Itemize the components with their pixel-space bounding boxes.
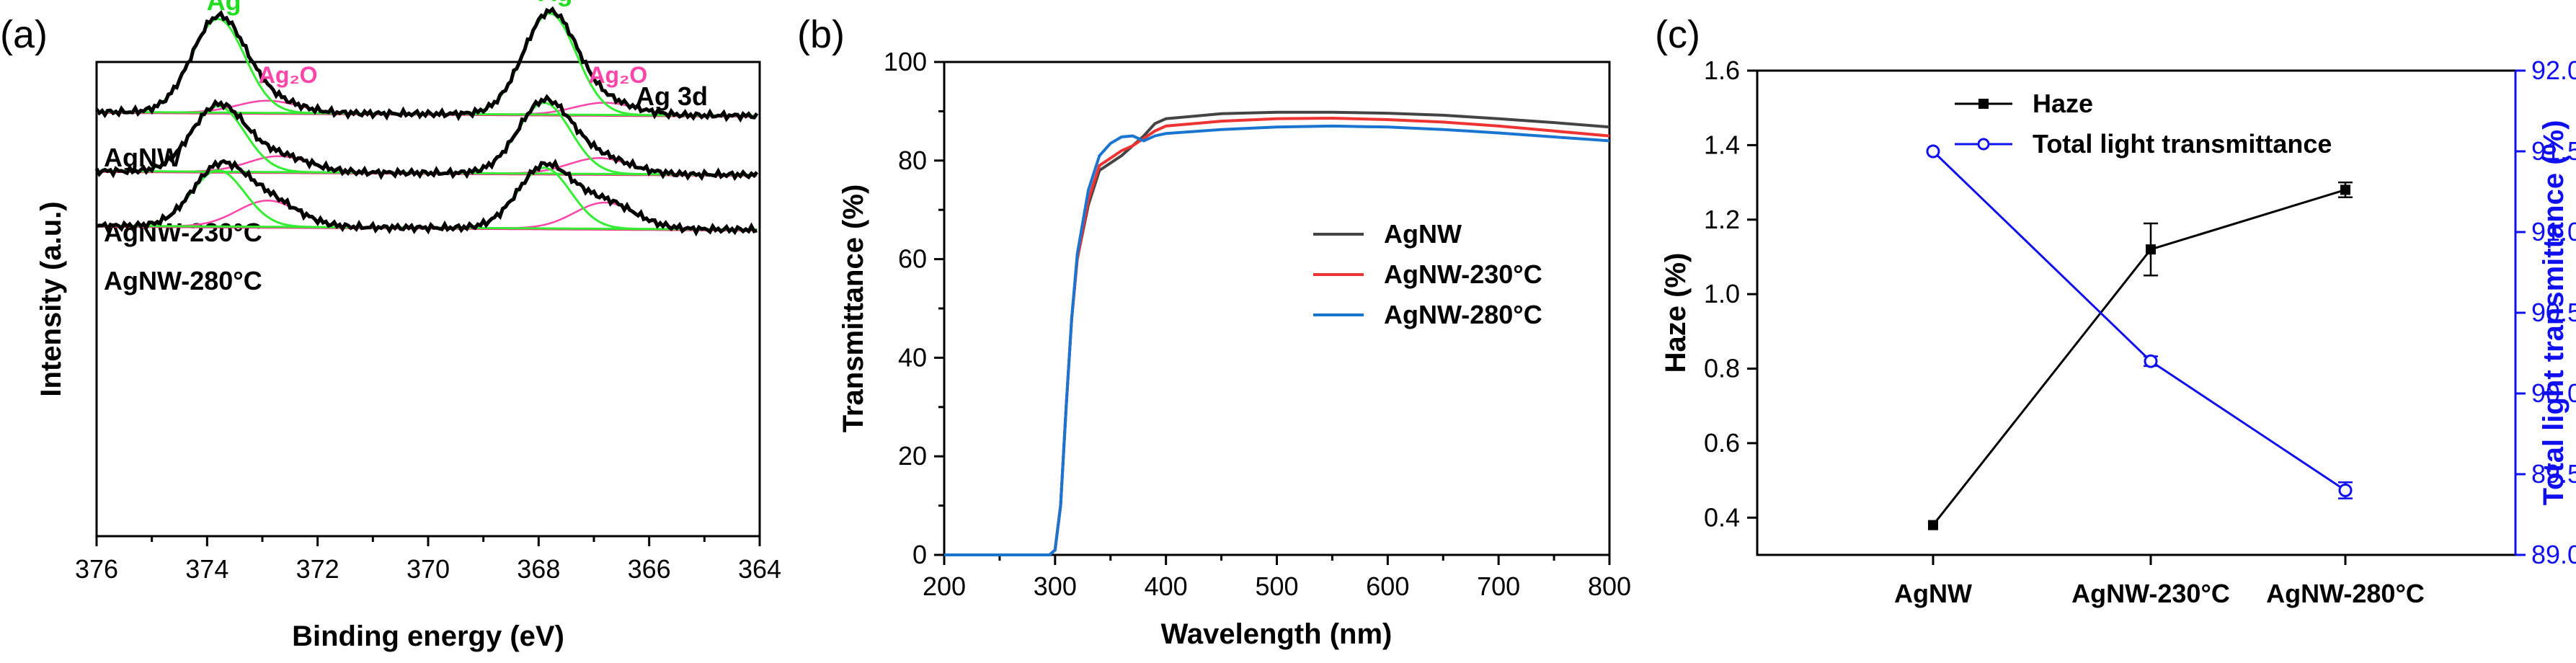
panel-a-plot-frame (97, 62, 760, 536)
y-tick-label: 0.8 (1704, 354, 1740, 383)
panel-b-y-axis-title: Transmittance (%) (838, 184, 869, 433)
data-point (2145, 355, 2157, 367)
x-tick-label: 400 (1145, 571, 1188, 601)
ag-peak-label: Ag (538, 0, 573, 7)
legend-marker (1978, 139, 1989, 149)
data-point (2146, 244, 2156, 254)
panel-a-label: (a) (0, 13, 48, 56)
panel-b-label: (b) (797, 13, 845, 56)
data-point (1927, 146, 1939, 157)
ag2o-peak-label: Ag₂O (259, 62, 318, 88)
y2-tick-label: 92.0 (2531, 55, 2576, 85)
sample-label: AgNW-230°C (104, 218, 262, 247)
panel-b-transmittance-chart: (b) 200 300 400 500 600 700 800 0 20 40 60 80 100 Ag… (797, 13, 1631, 650)
series-line (1933, 190, 2345, 525)
y-tick-label: 1.6 (1704, 55, 1740, 85)
series-line (944, 126, 1609, 555)
panel-c-label: (c) (1655, 13, 1700, 56)
y-tick-label: 60 (898, 244, 927, 274)
panel-c-y2-axis-title: Total light transmittance (%) (2538, 120, 2570, 506)
x-category-label: AgNW (1894, 579, 1972, 608)
y-tick-label: 0.6 (1704, 428, 1740, 458)
y-tick-label: 1.2 (1704, 205, 1740, 234)
data-point (1928, 520, 1938, 530)
x-tick-label: 368 (517, 554, 560, 584)
legend-label: Haze (2033, 89, 2093, 118)
y-tick-label: 40 (898, 342, 927, 372)
series-line (1933, 151, 2345, 490)
panel-a-x-axis-title: Binding energy (eV) (292, 620, 564, 652)
legend-label: AgNW (1384, 219, 1462, 249)
panel-c-legend: Haze Total light transmittance (1955, 89, 2332, 159)
y-tick-label: 20 (898, 441, 927, 471)
legend-label: AgNW-230°C (1384, 259, 1542, 289)
x-tick-label: 366 (628, 554, 671, 584)
panel-c-series (1927, 146, 2353, 530)
y-tick-label: 80 (898, 146, 927, 175)
data-point (2340, 484, 2351, 496)
x-tick-label: 300 (1034, 571, 1077, 601)
panel-a-y-axis-title: Intensity (a.u.) (35, 201, 67, 396)
x-category-label: AgNW-280°C (2266, 579, 2425, 608)
legend-marker (1978, 99, 1989, 109)
series-line (944, 118, 1609, 555)
y-tick-label: 100 (884, 47, 927, 76)
x-tick-label: 372 (296, 554, 339, 584)
legend-label: Total light transmittance (2033, 129, 2332, 159)
panel-a-x-axis: 376 374 372 370 368 366 364 (75, 536, 781, 584)
y-tick-label: 0 (912, 540, 927, 569)
x-tick-label: 500 (1255, 571, 1298, 601)
x-tick-label: 200 (923, 571, 966, 601)
panel-b-series (944, 112, 1609, 555)
panel-a-title: Ag 3d (636, 81, 708, 111)
y-tick-label: 0.4 (1704, 502, 1740, 532)
x-tick-label: 800 (1588, 571, 1631, 601)
series-line (944, 112, 1609, 555)
panel-b-legend: AgNW AgNW-230°C AgNW-280°C (1313, 219, 1542, 329)
x-tick-label: 370 (407, 554, 450, 584)
x-tick-label: 376 (75, 554, 118, 584)
x-tick-label: 700 (1477, 571, 1520, 601)
x-tick-label: 374 (185, 554, 228, 584)
panel-b-x-axis-title: Wavelength (nm) (1161, 618, 1393, 650)
legend-label: AgNW-280°C (1384, 300, 1542, 329)
x-tick-label: 600 (1366, 571, 1409, 601)
x-tick-label: 364 (738, 554, 781, 584)
y-tick-label: 1.4 (1704, 130, 1740, 159)
sample-label: AgNW-280°C (104, 266, 262, 295)
x-category-label: AgNW-230°C (2071, 579, 2230, 608)
y-tick-label: 1.0 (1704, 279, 1740, 308)
panel-c-y-axis-title: Haze (%) (1660, 253, 1692, 373)
figure: (a) 376 374 372 370 368 366 364 AgNW Ag Ag Ag₂O Ag… (0, 0, 2576, 663)
data-point (2340, 184, 2350, 195)
panel-c-haze-chart: (c) AgNW AgNW-230°C AgNW-280°C 0.4 0.6 0.8 1.0… (1655, 13, 2576, 608)
y2-tick-label: 89.0 (2531, 540, 2576, 569)
ag-peak-label: Ag (207, 0, 241, 16)
